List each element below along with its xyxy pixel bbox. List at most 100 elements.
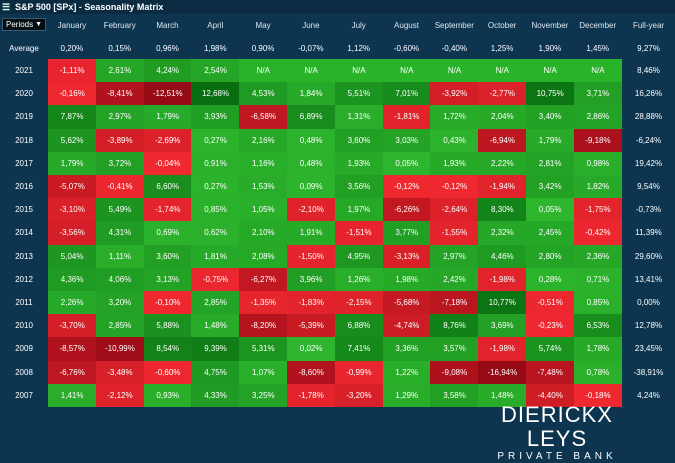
matrix-cell[interactable]: -3,10%: [48, 198, 97, 222]
matrix-cell[interactable]: -0,42%: [573, 221, 623, 246]
matrix-cell[interactable]: -7,48%: [526, 360, 575, 385]
matrix-cell[interactable]: 3,13%: [143, 267, 192, 292]
matrix-cell[interactable]: 0,09%: [287, 175, 336, 199]
matrix-cell[interactable]: -3,92%: [430, 82, 479, 106]
matrix-cell[interactable]: 0,69%: [143, 221, 192, 246]
matrix-cell[interactable]: 2,16%: [239, 128, 288, 153]
matrix-cell[interactable]: 3,93%: [191, 105, 240, 130]
matrix-cell[interactable]: -2,77%: [478, 82, 527, 106]
matrix-cell[interactable]: -1,98%: [478, 267, 527, 292]
matrix-cell[interactable]: 0,85%: [191, 198, 240, 222]
matrix-cell[interactable]: 1,07%: [239, 360, 288, 385]
matrix-cell[interactable]: N/A: [526, 59, 575, 83]
matrix-cell[interactable]: -0,60%: [143, 360, 192, 385]
matrix-cell[interactable]: 10,75%: [526, 82, 575, 106]
matrix-cell[interactable]: 7,87%: [48, 105, 97, 130]
matrix-cell[interactable]: -0,23%: [526, 314, 575, 338]
matrix-cell[interactable]: -0,99%: [334, 360, 384, 385]
matrix-cell[interactable]: N/A: [239, 59, 288, 83]
matrix-cell[interactable]: 4,95%: [334, 244, 384, 269]
matrix-cell[interactable]: 1,91%: [287, 221, 336, 246]
matrix-cell[interactable]: -1,35%: [239, 291, 288, 315]
matrix-cell[interactable]: 4,24%: [143, 59, 192, 83]
matrix-cell[interactable]: -0,16%: [48, 82, 97, 106]
matrix-cell[interactable]: 1,11%: [95, 244, 145, 269]
matrix-cell[interactable]: 3,77%: [382, 221, 431, 246]
matrix-cell[interactable]: -1,50%: [287, 244, 336, 269]
matrix-cell[interactable]: -1,98%: [478, 337, 527, 362]
matrix-cell[interactable]: 3,25%: [239, 383, 288, 408]
matrix-cell[interactable]: 4,36%: [48, 267, 97, 292]
matrix-cell[interactable]: -8,41%: [95, 82, 145, 106]
matrix-cell[interactable]: 2,81%: [526, 151, 575, 176]
matrix-cell[interactable]: 0,98%: [573, 151, 623, 176]
matrix-cell[interactable]: 1,05%: [239, 198, 288, 222]
matrix-cell[interactable]: 1,79%: [526, 128, 575, 153]
matrix-cell[interactable]: -1,78%: [287, 383, 336, 408]
periods-dropdown[interactable]: Periods ▼: [2, 18, 46, 31]
matrix-cell[interactable]: 1,84%: [287, 82, 336, 106]
matrix-cell[interactable]: -3,89%: [95, 128, 145, 153]
matrix-cell[interactable]: 2,85%: [191, 291, 240, 315]
matrix-cell[interactable]: 2,26%: [48, 291, 97, 315]
matrix-cell[interactable]: -9,08%: [430, 360, 479, 385]
matrix-cell[interactable]: N/A: [382, 59, 431, 83]
matrix-cell[interactable]: N/A: [573, 59, 623, 83]
matrix-cell[interactable]: 3,60%: [334, 128, 384, 153]
matrix-cell[interactable]: 0,48%: [287, 128, 336, 153]
matrix-cell[interactable]: -1,94%: [478, 175, 527, 199]
matrix-cell[interactable]: -8,20%: [239, 314, 288, 338]
matrix-cell[interactable]: 4,75%: [191, 360, 240, 385]
matrix-cell[interactable]: 3,72%: [95, 151, 145, 176]
matrix-cell[interactable]: 0,05%: [526, 198, 575, 222]
matrix-cell[interactable]: 0,43%: [430, 128, 479, 153]
matrix-cell[interactable]: 2,22%: [478, 151, 527, 176]
matrix-cell[interactable]: -1,74%: [143, 198, 192, 222]
matrix-cell[interactable]: 3,96%: [287, 267, 336, 292]
matrix-cell[interactable]: 8,76%: [430, 314, 479, 338]
matrix-cell[interactable]: 0,48%: [287, 151, 336, 176]
matrix-cell[interactable]: -0,41%: [95, 175, 145, 199]
matrix-cell[interactable]: -8,57%: [48, 337, 97, 362]
matrix-cell[interactable]: -6,58%: [239, 105, 288, 130]
matrix-cell[interactable]: -1,51%: [334, 221, 384, 246]
matrix-cell[interactable]: 5,62%: [48, 128, 97, 153]
matrix-cell[interactable]: 1,81%: [191, 244, 240, 269]
matrix-cell[interactable]: 2,10%: [239, 221, 288, 246]
matrix-cell[interactable]: -4,74%: [382, 314, 431, 338]
matrix-cell[interactable]: 3,42%: [526, 175, 575, 199]
matrix-cell[interactable]: -7,18%: [430, 291, 479, 315]
matrix-cell[interactable]: -2,15%: [334, 291, 384, 315]
matrix-cell[interactable]: 4,53%: [239, 82, 288, 106]
matrix-cell[interactable]: -1,55%: [430, 221, 479, 246]
matrix-cell[interactable]: 4,46%: [478, 244, 527, 269]
matrix-cell[interactable]: 0,28%: [526, 267, 575, 292]
matrix-cell[interactable]: -0,51%: [526, 291, 575, 315]
matrix-cell[interactable]: -0,75%: [191, 267, 240, 292]
matrix-cell[interactable]: 7,41%: [334, 337, 384, 362]
matrix-cell[interactable]: 3,71%: [573, 82, 623, 106]
matrix-cell[interactable]: -0,12%: [382, 175, 431, 199]
matrix-cell[interactable]: 10,77%: [478, 291, 527, 315]
matrix-cell[interactable]: N/A: [430, 59, 479, 83]
matrix-cell[interactable]: -6,76%: [48, 360, 97, 385]
matrix-cell[interactable]: -5,68%: [382, 291, 431, 315]
matrix-cell[interactable]: -4,40%: [526, 383, 575, 408]
matrix-cell[interactable]: 2,42%: [430, 267, 479, 292]
matrix-cell[interactable]: -1,75%: [573, 198, 623, 222]
matrix-cell[interactable]: 2,61%: [95, 59, 145, 83]
matrix-cell[interactable]: 4,06%: [95, 267, 145, 292]
matrix-cell[interactable]: -1,83%: [287, 291, 336, 315]
matrix-cell[interactable]: 1,29%: [382, 383, 431, 408]
matrix-cell[interactable]: 5,88%: [143, 314, 192, 338]
matrix-cell[interactable]: 2,85%: [95, 314, 145, 338]
matrix-cell[interactable]: 1,72%: [430, 105, 479, 130]
matrix-cell[interactable]: 0,05%: [382, 151, 431, 176]
matrix-cell[interactable]: 12,68%: [191, 82, 240, 106]
matrix-cell[interactable]: -9,18%: [573, 128, 623, 153]
matrix-cell[interactable]: -3,48%: [95, 360, 145, 385]
matrix-cell[interactable]: 1,22%: [382, 360, 431, 385]
matrix-cell[interactable]: 1,26%: [334, 267, 384, 292]
matrix-cell[interactable]: 1,82%: [573, 175, 623, 199]
matrix-cell[interactable]: 1,16%: [239, 151, 288, 176]
